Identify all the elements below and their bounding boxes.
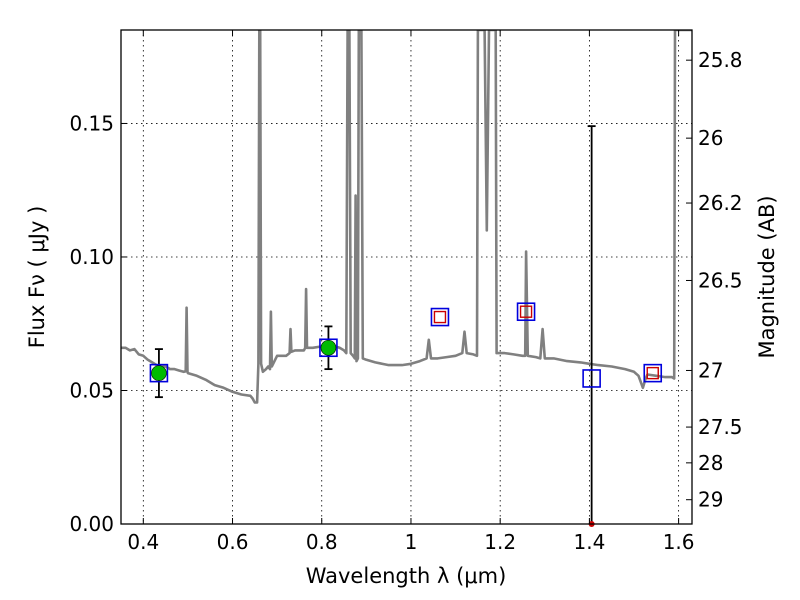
x-tick-label: 0.8 — [306, 530, 338, 554]
model-flux-box — [149, 363, 169, 383]
x-tick-label: 0.6 — [217, 530, 249, 554]
grid-lines — [121, 30, 692, 524]
x-axis-label: Wavelength λ (μm) — [306, 564, 507, 588]
y-tick-label: 0.15 — [69, 111, 114, 135]
y-tick-label: 0.00 — [69, 512, 114, 536]
photometry-layer — [149, 125, 663, 527]
nondetection-box — [646, 366, 659, 380]
template-spectrum-layer — [121, 30, 692, 404]
model-flux-box — [319, 338, 338, 358]
magnitude-tick-label: 26.5 — [698, 268, 743, 292]
model-flux-box — [516, 302, 536, 322]
x-tick-label: 1.6 — [663, 530, 695, 554]
template-spectrum-line — [121, 30, 692, 404]
model-flux-box — [643, 363, 663, 383]
magnitude-tick-label: 26.2 — [698, 191, 743, 215]
detection-point — [151, 365, 167, 381]
y-tick-label: 0.10 — [69, 245, 114, 269]
x-tick-label: 1.4 — [573, 530, 605, 554]
y-axis-label-right: Magnitude (AB) — [755, 195, 779, 358]
y-tick-label: 0.05 — [69, 378, 114, 402]
plot-frame — [120, 29, 693, 525]
y-axis-label-left: Flux Fν ( μJy ) — [25, 206, 49, 349]
magnitude-tick-label: 28 — [698, 451, 723, 475]
magnitude-tick-label: 29 — [698, 488, 723, 512]
magnitude-tick-label: 26 — [698, 126, 723, 150]
x-tick-label: 0.4 — [127, 530, 159, 554]
magnitude-tick-label: 25.8 — [698, 48, 743, 72]
nondetection-box — [519, 305, 533, 318]
axis-ticks: 0.4 0.6 0.8 1 1.2 1.4 1.6 0.00 0.05 0.10 0.15 25.8 2… — [69, 30, 743, 554]
model-flux-box — [582, 369, 601, 388]
x-tick-label: 1.2 — [484, 530, 516, 554]
magnitude-tick-label: 27.5 — [698, 415, 743, 439]
nondetection-box — [433, 310, 447, 324]
x-tick-label: 1 — [405, 530, 418, 554]
model-flux-box — [430, 307, 450, 327]
magnitude-tick-label: 27 — [698, 358, 723, 382]
detection-point — [320, 339, 337, 356]
